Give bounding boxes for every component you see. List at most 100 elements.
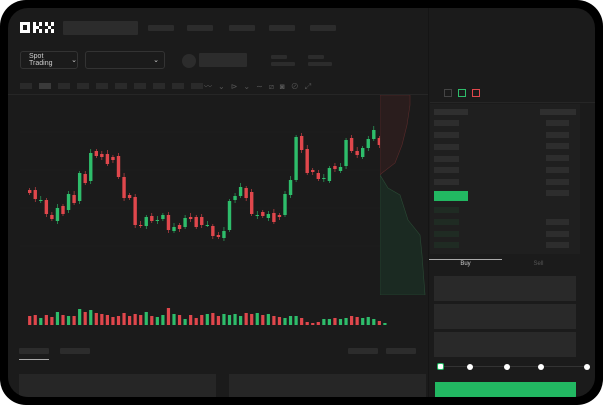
candlestick-chart[interactable] (8, 8, 428, 338)
interval-button[interactable] (39, 83, 51, 89)
volume-bar (172, 314, 176, 325)
market-select[interactable]: Spot Trading ⌄ (20, 51, 78, 69)
filter-button[interactable] (348, 348, 378, 354)
tab-sell[interactable]: Sell (533, 261, 544, 267)
nav-item[interactable] (187, 25, 213, 31)
candle-body (188, 217, 193, 219)
interval-button[interactable] (115, 83, 127, 89)
nav-item[interactable] (148, 25, 174, 31)
volume-bar (78, 309, 82, 325)
slider-handle[interactable] (437, 363, 444, 370)
okx-logo[interactable] (20, 22, 58, 33)
volume-bar (133, 314, 137, 325)
interval-button[interactable] (172, 83, 184, 89)
candle-body (349, 138, 354, 151)
candle-body (83, 174, 87, 183)
volume-bar (355, 317, 359, 325)
chevron-down-icon[interactable]: ⌄ (243, 82, 257, 91)
volume-bar (166, 308, 171, 325)
interval-button[interactable] (58, 83, 70, 89)
candle-body (89, 153, 93, 181)
price-input[interactable] (434, 276, 576, 301)
indicator-icon[interactable]: 〰 (204, 82, 218, 91)
volume-bar (128, 316, 132, 325)
tab-history[interactable] (60, 348, 90, 354)
amount-input[interactable] (434, 304, 576, 329)
settings-icon[interactable]: ⊘ (290, 82, 305, 91)
filter-button[interactable] (386, 348, 416, 354)
nav-item[interactable] (310, 25, 336, 31)
candle-body (288, 180, 293, 195)
candle-body (266, 214, 271, 218)
active-tab-indicator (19, 359, 49, 360)
candle-body (61, 206, 65, 214)
pair-select[interactable]: ⌄ (85, 51, 165, 69)
volume-bar (50, 317, 54, 325)
candle-body (305, 149, 309, 173)
candle-body (105, 154, 110, 164)
camera-icon[interactable]: ◙ (279, 82, 291, 91)
candle-body (111, 157, 115, 160)
candle-body (255, 215, 259, 216)
orderbook-sell-icon[interactable] (472, 89, 480, 97)
volume-bar (61, 315, 65, 325)
nav-item[interactable] (229, 25, 255, 31)
volume-bar (366, 317, 370, 325)
ruler-icon[interactable]: ⧄ (268, 82, 280, 91)
interval-button[interactable] (96, 83, 108, 89)
divider (428, 8, 429, 397)
interval-button[interactable] (191, 83, 203, 89)
candle-body (44, 200, 49, 214)
tab-buy[interactable]: Buy (460, 261, 471, 267)
volume-bar (122, 313, 126, 325)
app-screen: Spot Trading ⌄ ⌄ 〰⌄⊳⌄∼⧄◙⊘⤢ Buy Sell (8, 8, 595, 397)
candle-body (283, 194, 287, 215)
amount-slider[interactable] (437, 363, 590, 370)
order-book (430, 104, 580, 254)
tab-open-orders[interactable] (19, 348, 49, 354)
volume-bar (377, 321, 381, 325)
orderbook-buy-icon[interactable] (458, 89, 466, 97)
interval-button[interactable] (134, 83, 146, 89)
candle-body (355, 151, 359, 155)
candle-body (338, 167, 343, 171)
candle-body (50, 215, 54, 219)
volume-bar (39, 318, 43, 325)
divider (430, 102, 595, 103)
candle-body (183, 218, 187, 227)
volume-bar (288, 316, 293, 325)
search-bar[interactable] (63, 21, 138, 35)
stat-value (271, 62, 295, 66)
interval-button[interactable] (77, 83, 89, 89)
candle-body (66, 194, 71, 210)
ask-depth-area (380, 95, 411, 176)
interval-button[interactable] (20, 83, 32, 89)
chevron-down-icon[interactable]: ⌄ (218, 82, 231, 91)
candle-body (172, 227, 176, 231)
fullscreen-icon[interactable]: ⤢ (304, 82, 318, 91)
draw-icon[interactable]: ⊳ (230, 82, 244, 91)
interval-button[interactable] (153, 83, 165, 89)
nav-item[interactable] (269, 25, 295, 31)
candle-body (100, 154, 104, 157)
candle-body (261, 212, 265, 216)
candle-body (166, 215, 171, 230)
volume-bar (283, 318, 287, 325)
candle-body (377, 138, 382, 145)
volume-bar (250, 314, 254, 325)
buy-button[interactable] (435, 382, 576, 397)
candle-body (244, 188, 248, 198)
total-input[interactable] (434, 332, 576, 357)
volume-bar (300, 318, 304, 325)
candle-body (150, 216, 154, 221)
volume-bar (344, 318, 348, 325)
volume-bar (111, 317, 115, 325)
orderbook-both-icon[interactable] (444, 89, 452, 97)
candle-body (133, 197, 137, 225)
volume-bar (383, 323, 387, 325)
wave-icon[interactable]: ∼ (256, 82, 269, 91)
volume-bar (100, 314, 104, 325)
coin-icon (182, 54, 196, 68)
volume-bar (194, 318, 198, 325)
panel-card (229, 374, 426, 397)
